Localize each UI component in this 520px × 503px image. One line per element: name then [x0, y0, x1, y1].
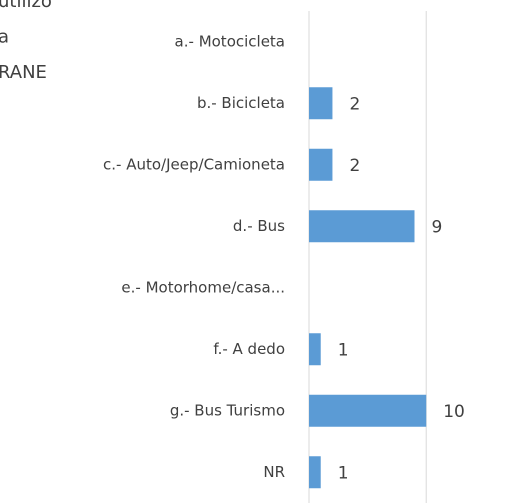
bar [309, 87, 333, 120]
data-label: 10 [443, 402, 465, 422]
data-label: 9 [432, 217, 443, 237]
title-line: a [0, 27, 9, 48]
data-label: 2 [349, 156, 360, 176]
bar [309, 456, 321, 489]
data-label: 1 [338, 463, 349, 483]
data-label: 2 [349, 94, 360, 114]
data-label: 1 [338, 340, 349, 360]
category-label: NR [263, 463, 285, 481]
category-label: d.- Bus [233, 217, 285, 235]
bar [309, 210, 415, 243]
bar [309, 148, 333, 181]
category-label: e.- Motorhome/casa... [121, 278, 285, 296]
category-label: b.- Bicicleta [197, 94, 285, 112]
bar [309, 394, 427, 427]
title-line: utilizo [0, 0, 52, 12]
category-label: f.- A dedo [213, 340, 285, 358]
title-line: RANE [0, 62, 47, 83]
bar [309, 333, 321, 366]
category-label: c.- Auto/Jeep/Camioneta [103, 155, 285, 173]
category-label: a.- Motocicleta [175, 32, 285, 50]
category-label: g.- Bus Turismo [170, 401, 285, 419]
